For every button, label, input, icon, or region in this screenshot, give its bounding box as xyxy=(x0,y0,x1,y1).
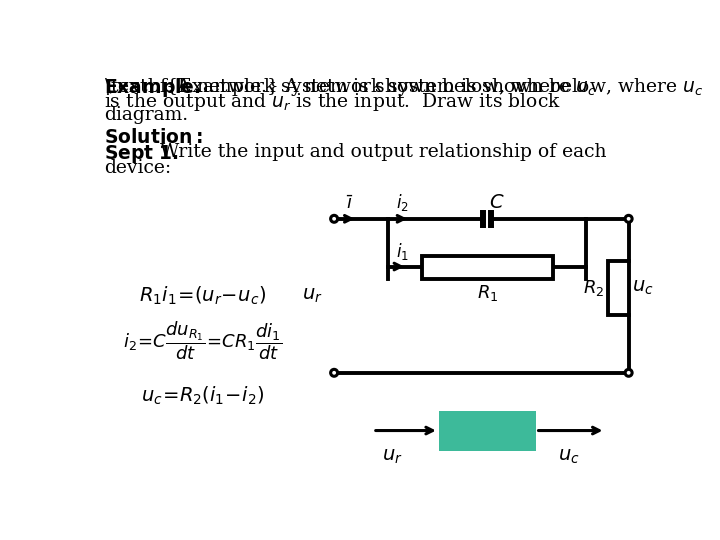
Text: $u_c$: $u_c$ xyxy=(632,279,654,297)
Circle shape xyxy=(625,369,632,376)
Text: $\mathbf{Example.}$: $\mathbf{Example.}$ xyxy=(104,76,201,99)
Text: Write the input and output relationship of each: Write the input and output relationship … xyxy=(154,143,607,161)
Text: A network system is shown below, where $u_c$: A network system is shown below, where $… xyxy=(171,76,597,98)
Text: $i_2$: $i_2$ xyxy=(396,192,409,213)
Text: $u_r$: $u_r$ xyxy=(302,287,323,305)
Text: $\mathbf{Solution:}$: $\mathbf{Solution:}$ xyxy=(104,128,203,147)
Bar xyxy=(608,261,629,315)
Text: $i_2\!=\!C\dfrac{du_{R_1}}{dt}\!=\!CR_1\dfrac{di_1}{dt}$: $i_2\!=\!C\dfrac{du_{R_1}}{dt}\!=\!CR_1\… xyxy=(122,319,282,362)
Text: is the output and $u_r$ is the input.  Draw its block: is the output and $u_r$ is the input. Dr… xyxy=(104,91,561,113)
Text: $i_1$: $i_1$ xyxy=(396,241,409,262)
Text: $C$: $C$ xyxy=(489,194,505,212)
Text: \textbf{Example.} A network system is shown below, where $u_c$: \textbf{Example.} A network system is sh… xyxy=(104,76,703,98)
Text: $u_r$: $u_r$ xyxy=(382,448,402,466)
Circle shape xyxy=(330,369,338,376)
Text: device:: device: xyxy=(104,159,171,177)
Circle shape xyxy=(625,215,632,222)
Bar xyxy=(422,256,554,279)
Text: $u_c\!=\!R_2(i_1\!-\!i_2)$: $u_c\!=\!R_2(i_1\!-\!i_2)$ xyxy=(140,384,264,407)
Text: $\boldsymbol{\bar{\imath}}$: $\boldsymbol{\bar{\imath}}$ xyxy=(346,194,354,213)
Bar xyxy=(438,410,536,450)
Text: $\mathbf{Sept\ 1.}$: $\mathbf{Sept\ 1.}$ xyxy=(104,143,179,165)
Text: $R_2$: $R_2$ xyxy=(582,278,604,298)
Text: $R_1i_1\!=\!(u_r\!-\!u_c)$: $R_1i_1\!=\!(u_r\!-\!u_c)$ xyxy=(139,285,266,307)
Text: $R_1$: $R_1$ xyxy=(477,283,498,303)
Text: $u_c$: $u_c$ xyxy=(558,448,580,466)
Text: diagram.: diagram. xyxy=(104,106,188,124)
Circle shape xyxy=(330,215,338,222)
